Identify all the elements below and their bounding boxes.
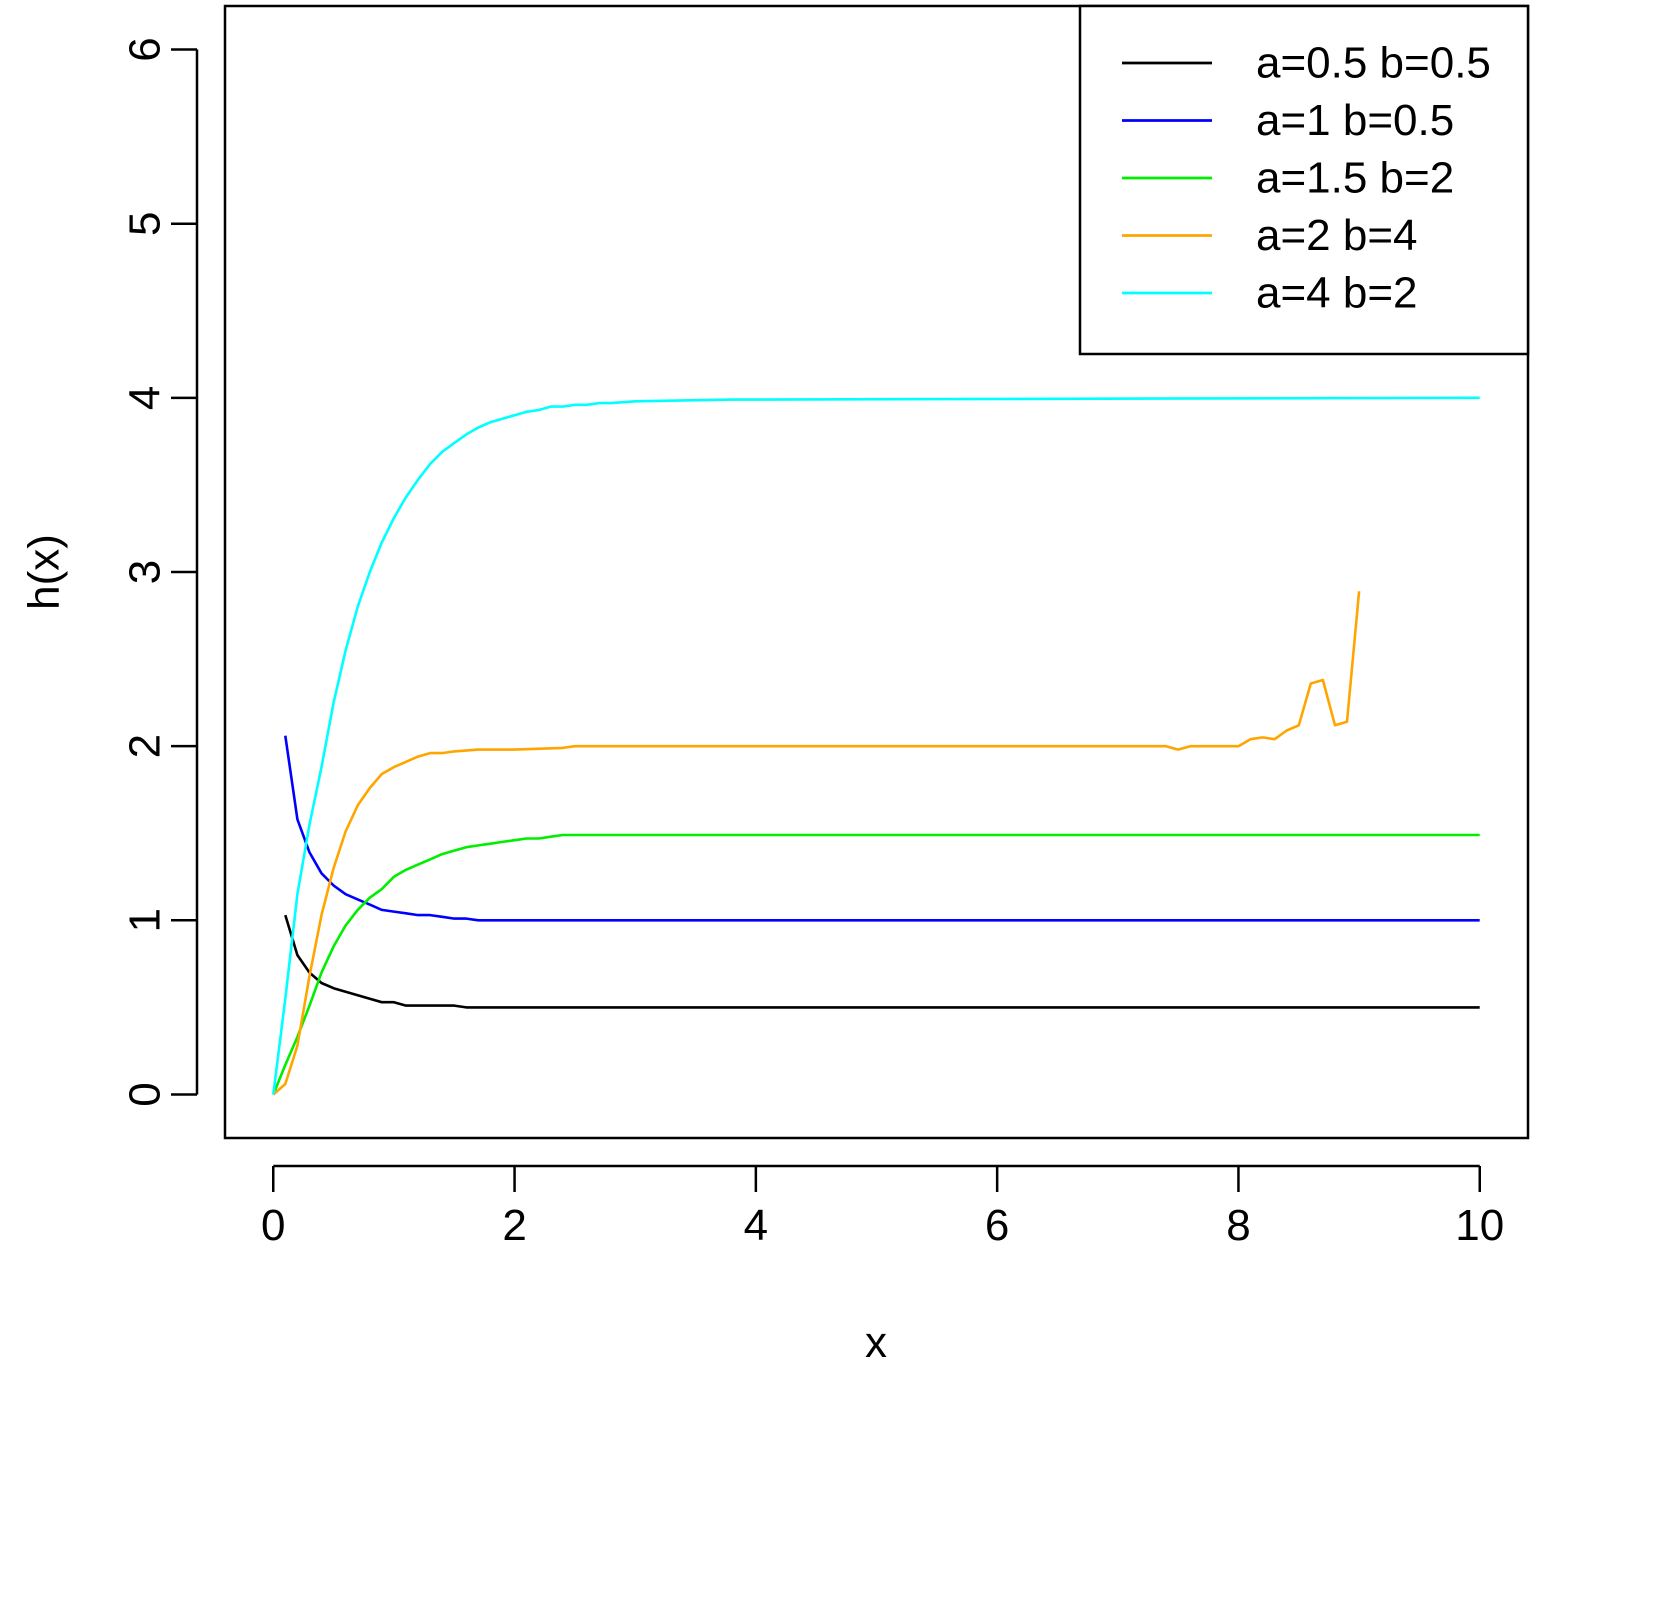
legend-label: a=2 b=4 <box>1256 211 1418 260</box>
y-tick-label: 1 <box>121 908 170 932</box>
x-tick-label: 4 <box>744 1201 768 1250</box>
y-tick-label: 0 <box>121 1082 170 1106</box>
y-tick-label: 2 <box>121 734 170 758</box>
y-tick-label: 3 <box>121 560 170 584</box>
series-line <box>284 914 1480 1009</box>
legend-label: a=4 b=2 <box>1256 269 1418 318</box>
y-axis: 0 1 2 3 4 5 6 <box>121 37 199 1107</box>
x-tick-label: 10 <box>1455 1201 1504 1250</box>
plot-series <box>272 396 1480 1096</box>
legend-label: a=0.5 b=0.5 <box>1256 39 1491 88</box>
series-line <box>272 396 1480 1095</box>
y-tick-label: 4 <box>121 386 170 410</box>
x-tick-label: 2 <box>502 1201 526 1250</box>
x-axis: 0 2 4 6 8 10 <box>261 1164 1504 1250</box>
x-tick-label: 6 <box>985 1201 1009 1250</box>
legend-label: a=1.5 b=2 <box>1256 154 1454 203</box>
y-axis-title: h(x) <box>20 534 69 610</box>
x-tick-label: 0 <box>261 1201 285 1250</box>
series-line <box>272 833 1480 1095</box>
x-axis-title: x <box>865 1318 887 1367</box>
y-tick-label: 6 <box>121 37 170 61</box>
legend: a=0.5 b=0.5 a=1 b=0.5 a=1.5 b=2 a=2 b=4 a=4 … <box>1078 4 1530 356</box>
legend-label: a=1 b=0.5 <box>1256 96 1454 145</box>
y-tick-label: 5 <box>121 211 170 235</box>
series-line <box>284 735 1480 922</box>
series-line <box>272 591 1361 1096</box>
plot-frame <box>223 4 1530 1140</box>
x-tick-label: 8 <box>1226 1201 1250 1250</box>
